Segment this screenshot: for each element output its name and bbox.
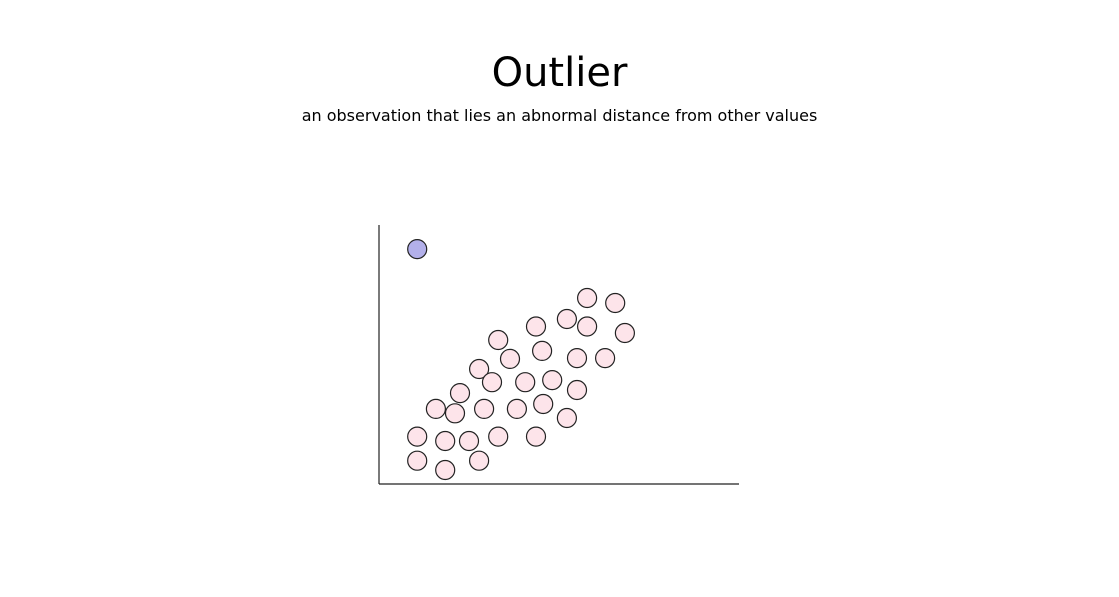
- data-point: [533, 393, 554, 415]
- data-point: [542, 370, 563, 391]
- data-point: [566, 379, 588, 401]
- outlier-point: [407, 239, 428, 260]
- data-point: [425, 398, 446, 419]
- data-point: [556, 308, 578, 330]
- chart-subtitle: an observation that lies an abnormal dis…: [301, 106, 818, 125]
- data-point: [614, 322, 636, 344]
- data-point: [469, 450, 490, 471]
- data-point: [488, 329, 509, 351]
- data-point: [605, 292, 626, 314]
- data-point: [515, 372, 536, 393]
- data-point: [444, 403, 466, 424]
- data-point: [469, 358, 490, 380]
- data-point: [594, 348, 616, 369]
- chart-title: Outlier: [491, 50, 628, 96]
- data-point: [525, 426, 547, 447]
- data-point: [474, 398, 495, 419]
- data-point: [449, 383, 471, 404]
- data-point: [435, 459, 456, 481]
- data-point: [566, 348, 588, 369]
- data-point: [576, 287, 598, 309]
- data-point: [556, 407, 578, 429]
- data-point: [506, 398, 528, 419]
- data-point: [525, 316, 547, 337]
- data-point: [407, 426, 428, 447]
- data-point: [576, 316, 598, 337]
- data-point: [499, 348, 521, 369]
- data-points: [407, 239, 636, 481]
- data-point: [488, 426, 509, 447]
- data-point: [435, 430, 456, 452]
- data-point: [407, 450, 428, 471]
- data-point: [458, 430, 480, 452]
- data-point: [481, 372, 503, 393]
- data-point: [531, 340, 553, 361]
